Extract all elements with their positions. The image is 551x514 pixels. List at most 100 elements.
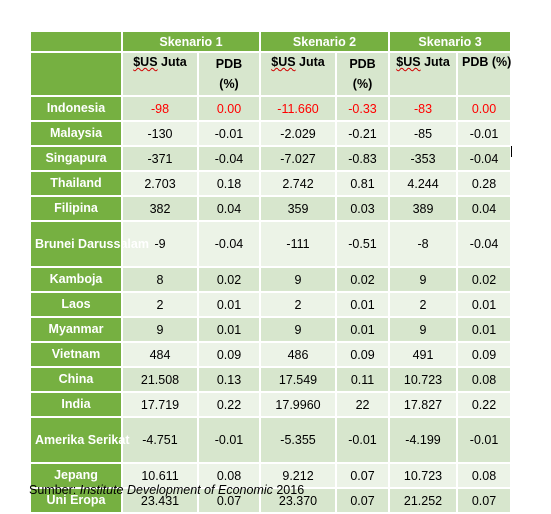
- usd-currency-label: $US: [133, 55, 158, 69]
- value-cell-s3-pdb: 0.09: [456, 341, 513, 368]
- value-cell-s3-pdb: 0.01: [456, 291, 513, 318]
- table-row: China 21.508 0.13 17.549 0.11 10.723 0.08: [29, 366, 513, 393]
- s2-usd-header: $US Juta: [259, 51, 338, 97]
- value-cell-s1-usd: -9: [121, 220, 199, 268]
- s3-pdb-header: PDB (%): [456, 51, 513, 97]
- table-row: Uni Eropa 23.431 0.07 23.370 0.07 21.252 0.07: [29, 487, 513, 514]
- pdb-label: PDB: [349, 57, 376, 71]
- value-cell-s1-pdb: 0.08: [196, 462, 262, 489]
- value-cell-s2-usd: 359: [259, 195, 338, 222]
- value-cell-s2-usd: -2.029: [259, 120, 338, 147]
- value-cell-s1-usd: -98: [121, 95, 199, 122]
- value-cell-s2-usd: 17.549: [259, 366, 338, 393]
- value-cell-s2-usd: 2.742: [259, 170, 338, 197]
- value-cell-s2-usd: -7.027: [259, 145, 338, 172]
- column-subheader-row: $US Juta PDB (%) $US Juta PDB (%) $US Ju…: [29, 51, 513, 97]
- value-cell-s3-usd: 4.244: [388, 170, 459, 197]
- country-cell: Amerika Serikat: [29, 416, 130, 464]
- subheader-corner-cell: [29, 51, 123, 97]
- value-cell-s1-pdb: -0.04: [196, 145, 262, 172]
- value-cell-s3-usd: -4.199: [388, 416, 459, 464]
- table-row: Kamboja 8 0.02 9 0.02 9 0.02: [29, 266, 513, 293]
- value-cell-s1-pdb: 0.09: [196, 341, 262, 368]
- value-cell-s3-pdb: 0.08: [456, 462, 513, 489]
- value-cell-s3-pdb: -0.04: [456, 220, 513, 268]
- value-cell-s1-pdb: 0.01: [196, 316, 262, 343]
- scenario-header-row: Skenario 1 Skenario 2 Skenario 3: [29, 30, 513, 53]
- value-cell-s2-pdb: -0.01: [335, 416, 391, 464]
- value-cell-s1-usd: -130: [121, 120, 199, 147]
- value-cell-s2-pdb: 0.81: [335, 170, 391, 197]
- value-cell-s3-usd: 9: [388, 266, 459, 293]
- value-cell-s2-pdb: 0.01: [335, 291, 391, 318]
- table-row: Malaysia -130 -0.01 -2.029 -0.21 -85 -0.01: [29, 120, 513, 147]
- value-cell-s2-usd: 486: [259, 341, 338, 368]
- usd-unit-label: Juta: [295, 55, 325, 69]
- value-cell-s1-usd: 484: [121, 341, 199, 368]
- table-row: Indonesia -98 0.00 -11.660 -0.33 -83 0.00: [29, 95, 513, 122]
- value-cell-s3-pdb: 0.28: [456, 170, 513, 197]
- value-cell-s3-pdb: 0.07: [456, 487, 513, 514]
- value-cell-s1-pdb: 0.22: [196, 391, 262, 418]
- value-cell-s2-pdb: 0.11: [335, 366, 391, 393]
- value-cell-s3-usd: 491: [388, 341, 459, 368]
- value-cell-s1-usd: 2: [121, 291, 199, 318]
- table-row: Filipina 382 0.04 359 0.03 389 0.04: [29, 195, 513, 222]
- value-cell-s1-usd: 9: [121, 316, 199, 343]
- scenario-3-header: Skenario 3: [388, 30, 513, 53]
- value-cell-s1-pdb: 0.01: [196, 291, 262, 318]
- value-cell-s1-usd: 382: [121, 195, 199, 222]
- value-cell-s3-usd: -353: [388, 145, 459, 172]
- value-cell-s1-usd: 10.611: [121, 462, 199, 489]
- value-cell-s1-pdb: 0.02: [196, 266, 262, 293]
- country-cell: Kamboja: [29, 266, 123, 293]
- value-cell-s2-pdb: 0.07: [335, 487, 391, 514]
- value-cell-s2-pdb: 22: [335, 391, 391, 418]
- value-cell-s3-pdb: 0.22: [456, 391, 513, 418]
- value-cell-s2-usd: 9.212: [259, 462, 338, 489]
- country-cell: Laos: [29, 291, 123, 318]
- text-cursor-mark: [511, 146, 512, 157]
- value-cell-s1-pdb: -0.04: [196, 220, 262, 268]
- value-cell-s2-pdb: 0.02: [335, 266, 391, 293]
- value-cell-s2-pdb: 0.07: [335, 462, 391, 489]
- value-cell-s3-usd: 10.723: [388, 366, 459, 393]
- usd-unit-label: Juta: [420, 55, 450, 69]
- value-cell-s1-usd: 21.508: [121, 366, 199, 393]
- value-cell-s3-pdb: 0.01: [456, 316, 513, 343]
- value-cell-s1-usd: 2.703: [121, 170, 199, 197]
- s3-usd-header: $US Juta: [388, 51, 459, 97]
- scenario-2-header: Skenario 2: [259, 30, 391, 53]
- value-cell-s2-pdb: -0.51: [335, 220, 391, 268]
- value-cell-s1-usd: 17.719: [121, 391, 199, 418]
- scenario-1-header: Skenario 1: [120, 30, 262, 53]
- table-row: Amerika Serikat -4.751 -0.01 -5.355 -0.01 -4.…: [29, 416, 513, 464]
- value-cell-s2-pdb: 0.09: [335, 341, 391, 368]
- value-cell-s2-usd: 2: [259, 291, 338, 318]
- usd-currency-label: $US: [396, 55, 421, 69]
- source-year: 2016: [272, 483, 305, 497]
- value-cell-s1-pdb: -0.01: [196, 120, 262, 147]
- table-row: Myanmar 9 0.01 9 0.01 9 0.01: [29, 316, 513, 343]
- country-cell: Vietnam: [29, 341, 123, 368]
- table-row: Jepang 10.611 0.08 9.212 0.07 10.723 0.08: [29, 462, 513, 489]
- country-cell: Uni Eropa: [29, 487, 123, 514]
- value-cell-s1-pdb: 0.18: [196, 170, 262, 197]
- source-note: Sumber: Institute Development of Economi…: [29, 483, 304, 497]
- value-cell-s2-pdb: -0.33: [335, 95, 391, 122]
- value-cell-s3-usd: -85: [388, 120, 459, 147]
- value-cell-s2-pdb: -0.83: [335, 145, 391, 172]
- country-cell: Brunei Darussalam: [29, 220, 149, 268]
- country-cell: India: [29, 391, 123, 418]
- value-cell-s1-pdb: 0.00: [196, 95, 262, 122]
- pdb-percent-label: (%): [219, 77, 239, 91]
- value-cell-s2-usd: 9: [259, 266, 338, 293]
- s1-pdb-header: PDB (%): [196, 51, 262, 97]
- value-cell-s3-pdb: -0.01: [456, 120, 513, 147]
- country-cell: Thailand: [29, 170, 123, 197]
- s2-pdb-header: PDB (%): [335, 51, 391, 97]
- value-cell-s1-usd: -4.751: [121, 416, 199, 464]
- value-cell-s2-pdb: 0.03: [335, 195, 391, 222]
- value-cell-s1-pdb: 0.07: [196, 487, 262, 514]
- table-row: Thailand 2.703 0.18 2.742 0.81 4.244 0.28: [29, 170, 513, 197]
